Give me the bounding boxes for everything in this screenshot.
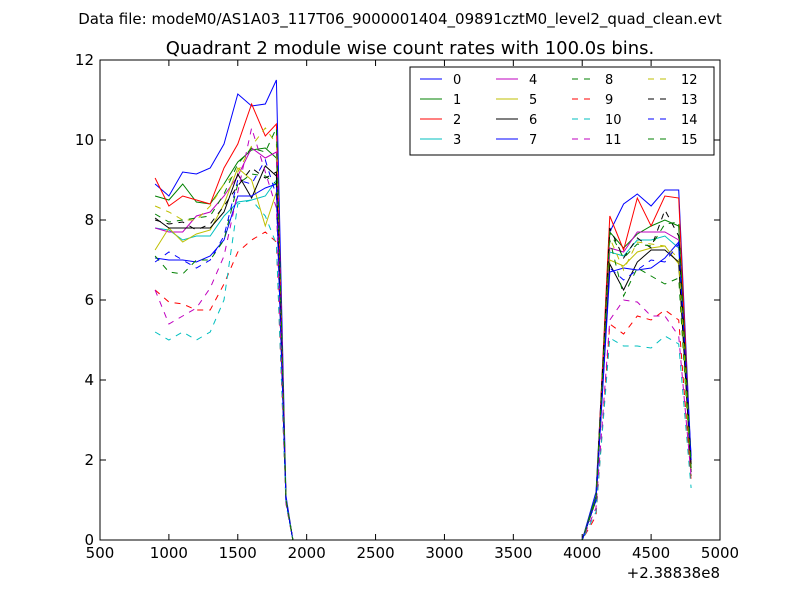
series-line-2: [154, 102, 692, 540]
series-line-4: [154, 147, 692, 540]
legend-label-6: 6: [529, 113, 537, 128]
y-tick-label: 0: [84, 531, 94, 549]
legend-label-15: 15: [681, 133, 698, 148]
plot-frame: [99, 59, 721, 541]
legend-box: [409, 66, 715, 156]
x-tick-label: 500: [86, 544, 115, 562]
series-line-10: [154, 199, 692, 540]
legend-label-12: 12: [681, 73, 698, 88]
x-tick-label: 4000: [563, 544, 601, 562]
y-tick-label: 4: [84, 371, 94, 389]
series-line-12: [154, 127, 692, 540]
series-line-0: [154, 79, 692, 540]
series-line-1: [154, 147, 692, 540]
legend-label-3: 3: [453, 133, 461, 148]
series-line-11: [154, 126, 692, 540]
x-tick-label: 5000: [701, 544, 739, 562]
x-tick-label: 2500: [356, 544, 394, 562]
x-tick-label: 3500: [494, 544, 532, 562]
series-line-5: [154, 167, 692, 540]
legend-label-7: 7: [529, 133, 537, 148]
legend-label-2: 2: [453, 113, 461, 128]
chart-title: Quadrant 2 module wise count rates with …: [166, 38, 655, 59]
x-tick-label: 1500: [219, 544, 257, 562]
series-line-13: [154, 167, 692, 540]
suptitle: Data file: modeM0/AS1A03_117T06_90000014…: [78, 10, 722, 29]
series-line-6: [154, 165, 692, 540]
series-line-14: [154, 158, 692, 540]
legend-label-5: 5: [529, 93, 537, 108]
axis-ticks: 500 1000 1500 2000 2500 3000 3500 4000 4500 5000 0…: [75, 51, 739, 562]
series-line-15: [154, 127, 692, 540]
legend-label-4: 4: [529, 73, 537, 88]
legend-label-13: 13: [681, 93, 698, 108]
x-offset-label: +2.38838e8: [627, 564, 720, 582]
series-line-8: [154, 173, 692, 540]
legend-label-14: 14: [681, 113, 698, 128]
y-tick-label: 2: [84, 451, 94, 469]
y-tick-label: 12: [75, 51, 94, 69]
legend-label-11: 11: [605, 133, 622, 148]
y-tick-label: 6: [84, 291, 94, 309]
x-tick-label: 3000: [425, 544, 463, 562]
y-tick-label: 10: [75, 131, 94, 149]
series-line-7: [155, 183, 692, 540]
x-tick-label: 4500: [632, 544, 670, 562]
series-line-3: [155, 178, 692, 540]
legend-label-1: 1: [453, 93, 461, 108]
legend-label-8: 8: [605, 73, 613, 88]
legend-label-0: 0: [453, 73, 461, 88]
series-line-9: [154, 231, 692, 540]
legend-label-10: 10: [605, 113, 622, 128]
legend-label-9: 9: [605, 93, 613, 108]
series-group: [154, 79, 692, 540]
x-tick-label: 1000: [150, 544, 188, 562]
y-tick-label: 8: [84, 211, 94, 229]
x-tick-label: 2000: [288, 544, 326, 562]
